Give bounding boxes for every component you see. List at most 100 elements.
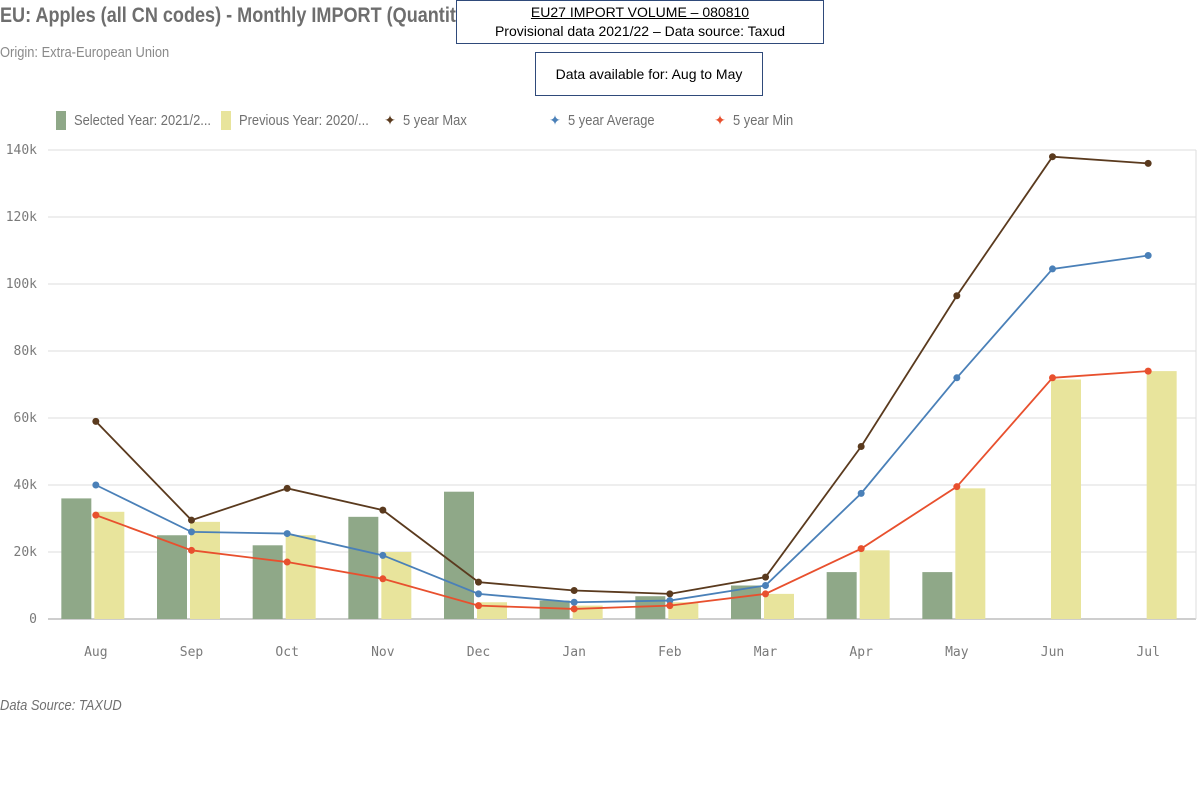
- bar-1: [668, 602, 699, 619]
- series-point-0: [1049, 153, 1056, 161]
- series-point-1: [857, 489, 865, 497]
- series-point-1: [92, 481, 100, 489]
- series-point-1: [1144, 252, 1152, 260]
- bar-0: [826, 572, 857, 619]
- legend-item-selected-year[interactable]: Selected Year: 2021/2...: [56, 110, 233, 130]
- x-tick-label: Oct: [275, 645, 298, 660]
- legend-swatch-previous-year: [221, 110, 231, 130]
- series-point-2: [1144, 367, 1152, 375]
- series-point-1: [1049, 265, 1056, 273]
- data-source-note: Data Source: TAXUD: [0, 697, 122, 714]
- legend-item-previous-year[interactable]: Previous Year: 2020/...: [221, 110, 390, 130]
- legend-item-5yr-max[interactable]: ✦ 5 year Max: [384, 110, 477, 130]
- series-line-2: [95, 370, 1149, 610]
- bar-1: [285, 535, 316, 619]
- series-point-2: [283, 558, 291, 566]
- x-tick-label: Dec: [467, 645, 490, 660]
- info-box-heading: EU27 IMPORT VOLUME – 080810: [530, 4, 750, 20]
- legend-label-5yr-min: 5 year Min: [733, 111, 794, 129]
- availability-box: Data available for: Aug to May: [535, 52, 763, 96]
- series-point-1: [570, 598, 578, 606]
- y-tick-label: 0: [29, 612, 37, 627]
- series-point-0: [762, 573, 769, 581]
- import-volume-chart: 0 20k 40k 60k 80k 100k 120k 140k Aug Sep Oct Nov Dec…: [6, 143, 1197, 660]
- x-tick-label: Feb: [658, 645, 682, 660]
- y-tick-label: 140k: [6, 143, 37, 158]
- x-tick-label: Jul: [1136, 645, 1159, 660]
- series-point-2: [92, 511, 100, 519]
- series-point-1: [379, 551, 387, 559]
- series-point-0: [379, 506, 387, 514]
- series-point-2: [570, 605, 578, 613]
- bar-1: [1146, 371, 1177, 619]
- y-tick-label: 120k: [6, 210, 37, 225]
- series-line-0: [95, 155, 1149, 595]
- legend-label-5yr-max: 5 year Max: [403, 111, 467, 129]
- series-point-2: [1049, 374, 1056, 382]
- series-point-1: [953, 374, 961, 382]
- x-tick-label: Jun: [1041, 645, 1064, 660]
- bar-1: [859, 550, 890, 619]
- bar-0: [731, 585, 761, 619]
- bar-0: [539, 600, 570, 619]
- y-tick-label: 100k: [6, 277, 37, 292]
- series-point-2: [379, 575, 387, 583]
- series-point-2: [188, 546, 195, 554]
- legend-label-5yr-average: 5 year Average: [568, 111, 655, 129]
- legend-item-5yr-min[interactable]: ✦ 5 year Min: [714, 110, 803, 130]
- x-tick-label: Apr: [849, 645, 873, 660]
- legend-marker-5yr-min: ✦: [714, 111, 726, 128]
- series-point-0: [188, 516, 195, 524]
- bar-1: [955, 488, 986, 619]
- series-point-1: [283, 530, 291, 538]
- bar-0: [252, 545, 283, 619]
- legend-marker-5yr-max: ✦: [384, 111, 396, 128]
- series-point-0: [570, 587, 578, 595]
- bar-0: [157, 535, 187, 619]
- bar-1: [94, 511, 125, 619]
- legend-swatch-selected-year: [56, 110, 66, 130]
- x-tick-label: Mar: [754, 645, 778, 660]
- info-box-note: Provisional data 2021/22 – Data source: …: [494, 23, 786, 39]
- bar-0: [348, 516, 379, 619]
- series-point-0: [283, 484, 291, 492]
- x-tick-label: Jan: [562, 645, 585, 660]
- legend-label-selected-year: Selected Year: 2021/2...: [74, 111, 211, 129]
- y-tick-label: 80k: [14, 344, 38, 359]
- series-point-1: [475, 590, 482, 598]
- series-point-0: [857, 442, 865, 450]
- y-tick-label: 40k: [14, 478, 38, 493]
- bar-0: [61, 498, 92, 619]
- series-point-0: [92, 417, 100, 425]
- legend-label-previous-year: Previous Year: 2020/...: [239, 111, 369, 129]
- legend-marker-5yr-average: ✦: [549, 111, 561, 128]
- x-tick-label: Nov: [371, 645, 395, 660]
- bar-1: [764, 593, 794, 619]
- y-tick-label: 20k: [14, 545, 38, 560]
- x-tick-label: May: [945, 645, 969, 660]
- x-tick-label: Sep: [180, 645, 204, 660]
- bar-1: [190, 521, 220, 619]
- page-title: EU: Apples (all CN codes) - Monthly IMPO…: [0, 4, 558, 27]
- bar-0: [922, 572, 953, 619]
- series-point-0: [1144, 159, 1152, 167]
- x-tick-label: Aug: [84, 645, 107, 660]
- info-box: EU27 IMPORT VOLUME – 080810 Provisional …: [456, 0, 824, 44]
- legend-item-5yr-average[interactable]: ✦ 5 year Average: [549, 110, 669, 130]
- bar-0: [635, 596, 666, 619]
- series-point-0: [953, 292, 961, 300]
- series-point-2: [857, 545, 865, 553]
- bar-1: [1051, 379, 1081, 619]
- series-point-2: [475, 602, 482, 610]
- series-point-2: [953, 483, 961, 491]
- series-line-1: [95, 254, 1149, 604]
- series-point-0: [666, 590, 674, 598]
- series-point-1: [666, 597, 674, 605]
- page-subtitle: Origin: Extra-European Union: [0, 44, 170, 61]
- series-point-1: [188, 528, 195, 536]
- y-tick-label: 60k: [14, 411, 38, 426]
- series-point-2: [666, 602, 674, 610]
- series-point-0: [475, 578, 482, 586]
- series-point-2: [762, 590, 769, 598]
- series-point-1: [762, 582, 769, 589]
